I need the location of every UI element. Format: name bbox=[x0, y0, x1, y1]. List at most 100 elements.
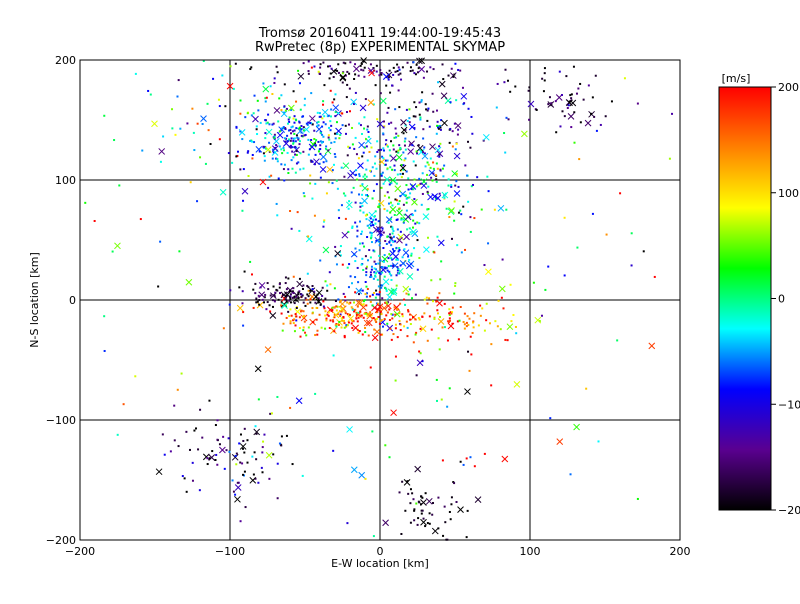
dot-marker bbox=[431, 513, 434, 516]
cross-marker bbox=[404, 213, 412, 221]
dot-marker bbox=[319, 144, 322, 147]
cross-marker bbox=[379, 97, 387, 105]
dot-marker bbox=[307, 289, 310, 292]
dot-marker bbox=[271, 93, 274, 96]
dot-marker bbox=[318, 112, 321, 115]
dot-marker bbox=[380, 286, 383, 289]
dot-marker bbox=[420, 503, 423, 506]
dot-marker bbox=[295, 127, 298, 130]
dot-marker bbox=[373, 267, 376, 270]
dot-marker bbox=[285, 107, 288, 110]
dot-marker bbox=[415, 374, 418, 377]
dot-marker bbox=[363, 116, 366, 119]
cross-marker bbox=[438, 80, 446, 88]
cross-marker bbox=[573, 423, 580, 431]
cross-marker bbox=[389, 206, 397, 213]
dot-marker bbox=[276, 462, 279, 465]
cross-marker bbox=[239, 443, 247, 450]
cross-marker bbox=[360, 304, 367, 311]
dot-marker bbox=[415, 106, 418, 109]
dot-marker bbox=[294, 171, 297, 174]
dot-marker bbox=[412, 160, 415, 163]
dot-marker bbox=[351, 225, 354, 228]
dot-marker bbox=[302, 315, 305, 318]
cross-marker bbox=[363, 319, 371, 327]
dot-marker bbox=[253, 451, 256, 454]
dot-marker bbox=[417, 144, 420, 147]
dot-marker bbox=[365, 271, 368, 274]
dot-marker bbox=[388, 319, 391, 322]
dot-marker bbox=[284, 127, 287, 130]
cross-marker bbox=[315, 125, 323, 133]
dot-marker bbox=[256, 133, 259, 136]
dot-marker bbox=[382, 126, 385, 129]
dot-marker bbox=[283, 163, 286, 166]
cross-marker bbox=[385, 216, 393, 223]
dot-marker bbox=[337, 63, 340, 66]
dot-marker bbox=[199, 156, 202, 159]
dot-marker bbox=[437, 496, 440, 499]
dot-marker bbox=[510, 320, 513, 323]
dot-marker bbox=[254, 292, 257, 295]
dot-marker bbox=[357, 74, 360, 77]
dot-marker bbox=[372, 317, 375, 320]
dot-marker bbox=[532, 281, 535, 284]
dot-marker bbox=[374, 218, 377, 221]
dot-marker bbox=[427, 163, 430, 166]
dot-marker bbox=[402, 221, 405, 224]
dot-marker bbox=[307, 153, 310, 156]
dot-marker bbox=[321, 286, 324, 289]
dot-marker bbox=[370, 314, 373, 317]
dot-marker bbox=[351, 319, 354, 322]
dot-marker bbox=[407, 255, 410, 258]
dot-marker bbox=[363, 173, 366, 176]
dot-marker bbox=[391, 248, 394, 251]
dot-marker bbox=[284, 304, 287, 307]
dot-marker bbox=[465, 457, 468, 460]
dot-marker bbox=[413, 101, 416, 104]
dot-marker bbox=[313, 137, 316, 140]
cross-marker bbox=[437, 239, 445, 247]
dot-marker bbox=[285, 434, 288, 437]
cross-marker bbox=[342, 162, 350, 170]
dot-marker bbox=[294, 145, 297, 148]
cross-marker bbox=[425, 497, 433, 505]
dot-marker bbox=[339, 299, 342, 302]
dot-marker bbox=[322, 61, 325, 64]
dot-marker bbox=[331, 182, 334, 185]
cross-marker bbox=[376, 120, 384, 128]
dot-marker bbox=[252, 112, 255, 115]
dot-marker bbox=[563, 274, 566, 277]
dot-marker bbox=[267, 288, 270, 291]
dot-marker bbox=[374, 272, 377, 275]
dot-marker bbox=[380, 313, 383, 316]
dot-marker bbox=[361, 204, 364, 207]
dot-marker bbox=[426, 191, 429, 194]
dot-marker bbox=[277, 177, 280, 180]
cross-marker bbox=[339, 300, 346, 308]
dot-marker bbox=[437, 126, 440, 129]
dot-marker bbox=[373, 174, 376, 177]
dot-marker bbox=[297, 291, 300, 294]
cross-marker bbox=[321, 108, 329, 116]
dot-marker bbox=[284, 282, 287, 285]
dot-marker bbox=[364, 326, 367, 329]
dot-marker bbox=[300, 134, 303, 137]
dot-marker bbox=[254, 477, 257, 480]
x-axis-label: E-W location [km] bbox=[331, 557, 429, 570]
dot-marker bbox=[374, 262, 377, 265]
dot-marker bbox=[366, 288, 369, 291]
cross-marker bbox=[416, 57, 423, 65]
dot-marker bbox=[405, 108, 408, 111]
dot-marker bbox=[396, 308, 399, 311]
data-points bbox=[84, 57, 674, 541]
dot-marker bbox=[316, 329, 319, 332]
cross-marker bbox=[350, 98, 358, 106]
dot-marker bbox=[328, 271, 331, 274]
dot-marker bbox=[334, 324, 337, 327]
dot-marker bbox=[288, 116, 291, 119]
dot-marker bbox=[232, 490, 235, 493]
dot-marker bbox=[453, 122, 456, 125]
dot-marker bbox=[407, 188, 410, 191]
dot-marker bbox=[398, 312, 401, 315]
